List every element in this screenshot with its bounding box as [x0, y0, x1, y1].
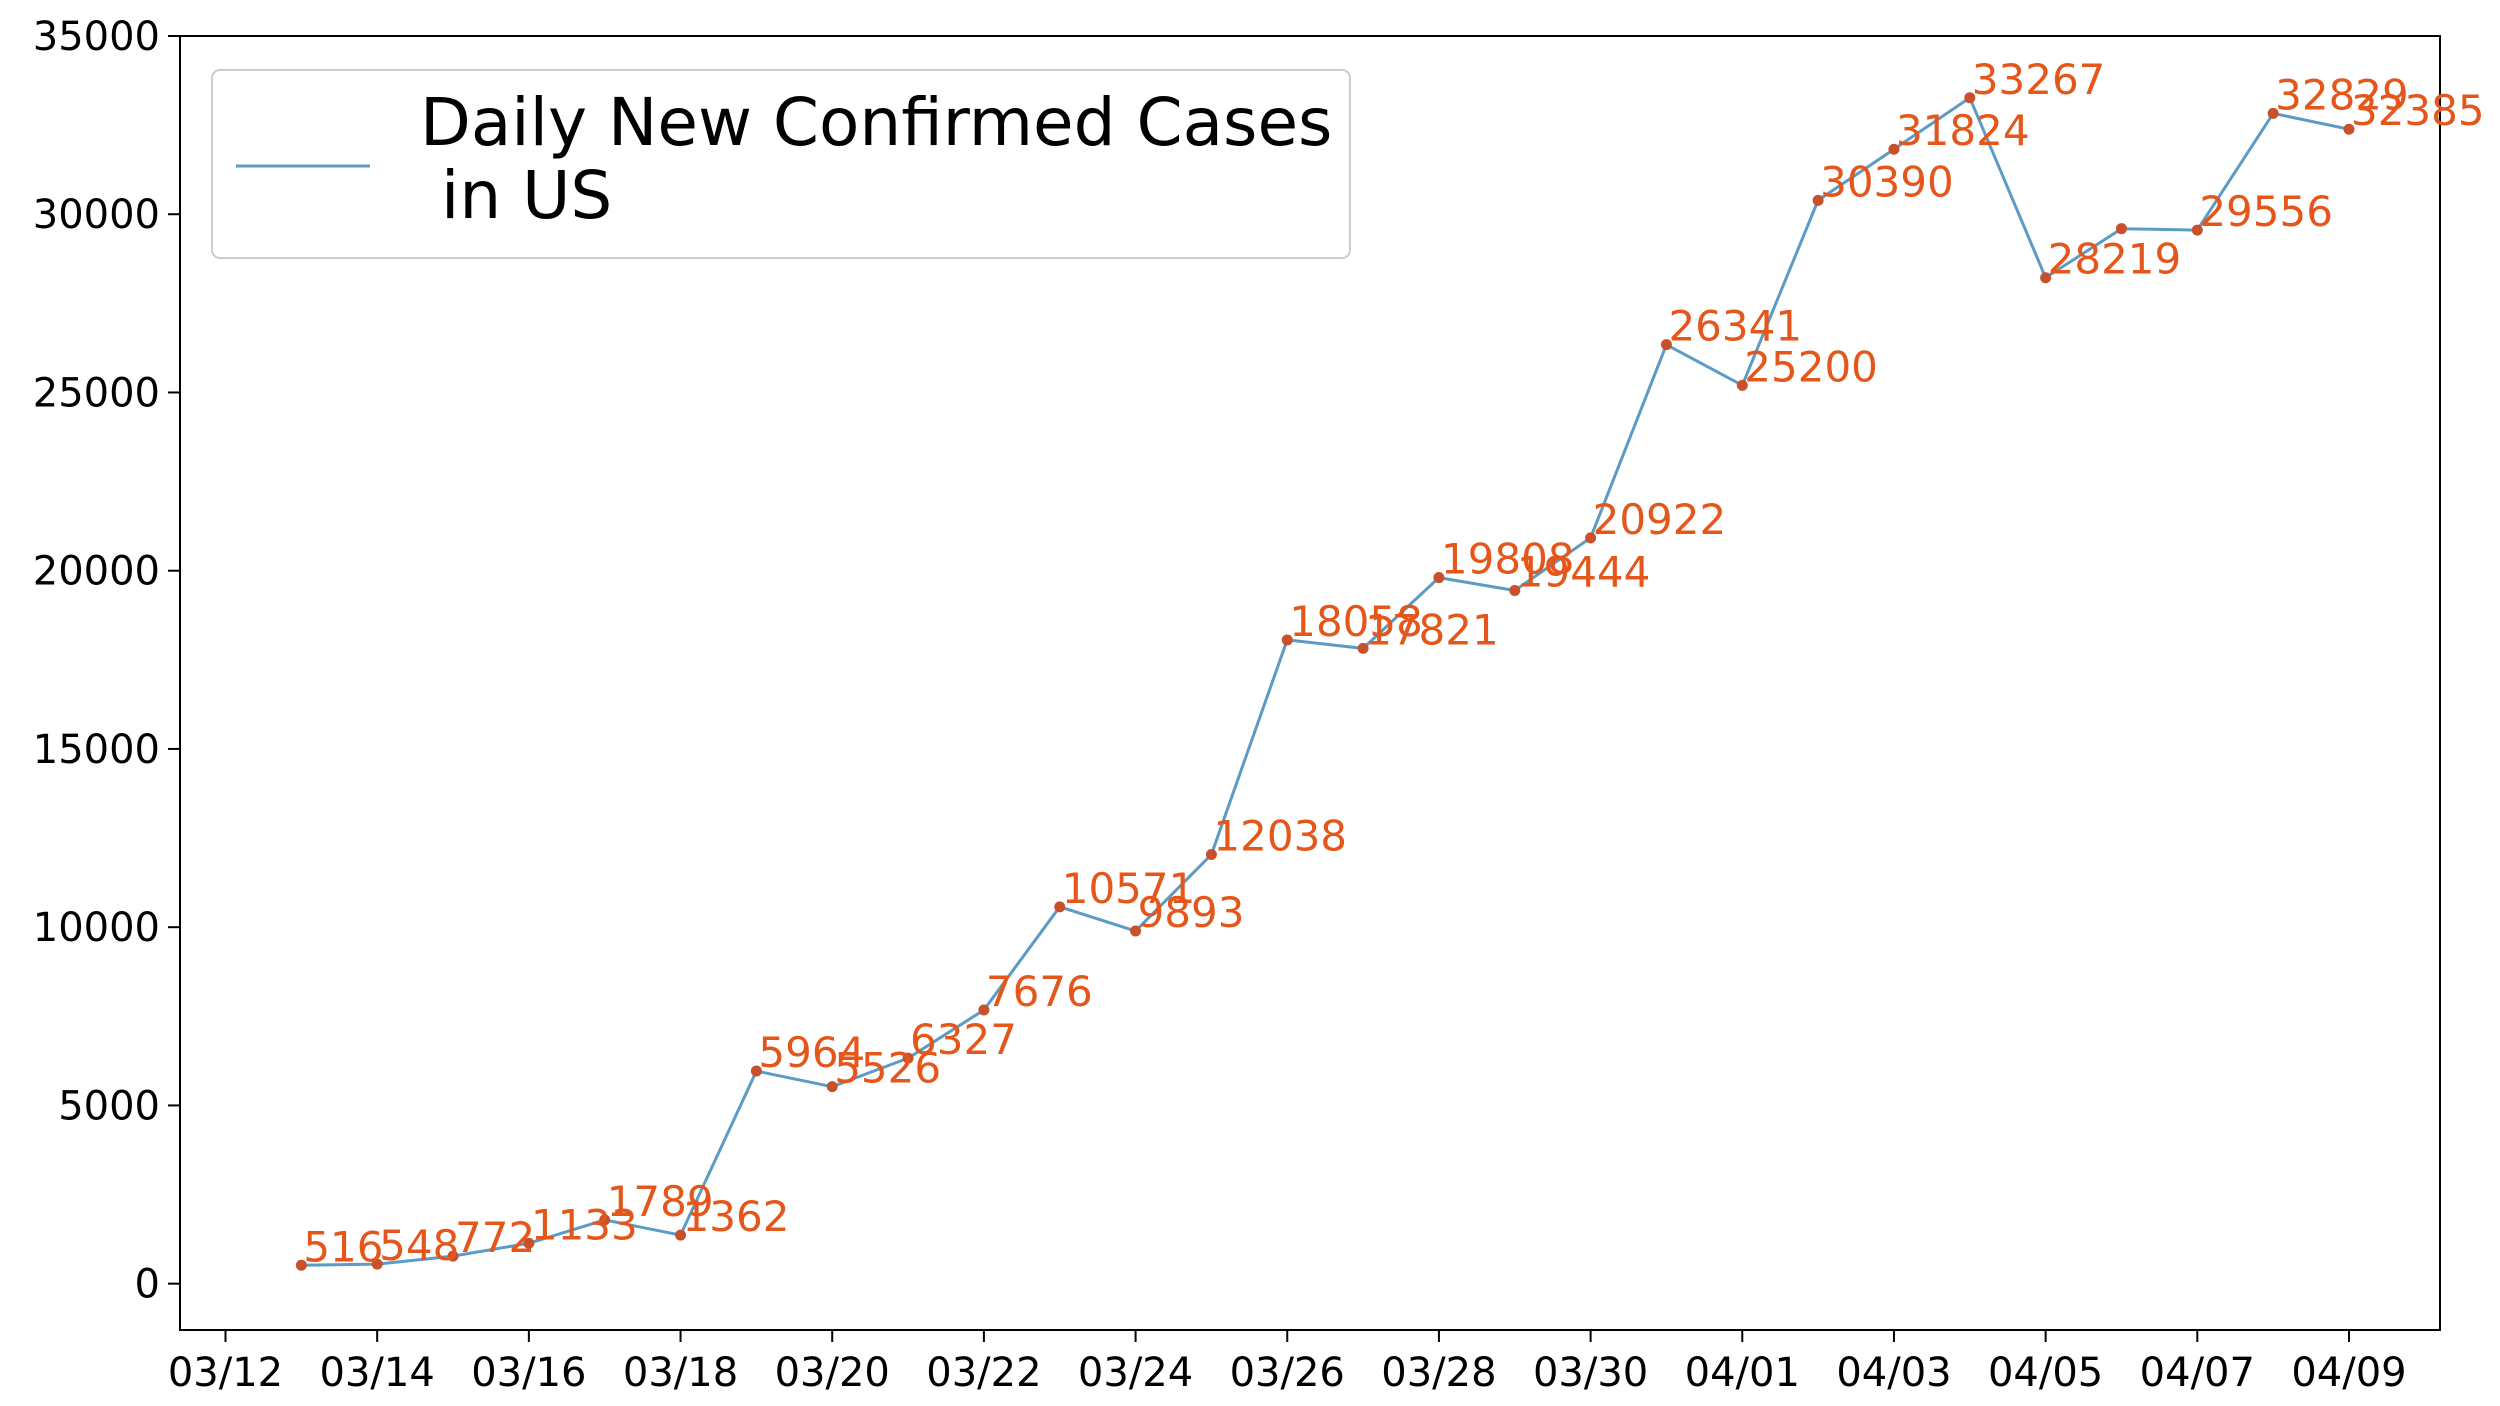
- y-tick-label: 15000: [33, 727, 160, 773]
- y-tick-label: 0: [135, 1262, 160, 1308]
- plot-area: [179, 35, 2441, 1331]
- data-point: [675, 1229, 687, 1241]
- data-label: 18058: [1289, 597, 1423, 646]
- data-label: 10571: [1062, 864, 1196, 913]
- data-label: 1789: [607, 1177, 714, 1226]
- legend-box: [211, 69, 1351, 259]
- data-point: [599, 1214, 611, 1226]
- data-label: 17821: [1365, 605, 1499, 654]
- data-point: [1888, 143, 1900, 155]
- data-point: [2267, 107, 2279, 119]
- data-label: 32829: [2275, 70, 2409, 119]
- y-tick-label: 30000: [33, 192, 160, 238]
- data-point: [1433, 572, 1445, 584]
- data-point: [1357, 642, 1369, 654]
- data-point: [1660, 339, 1672, 351]
- data-label: 20922: [1593, 495, 1727, 544]
- y-tick-label: 25000: [33, 370, 160, 416]
- data-point: [826, 1081, 838, 1093]
- data-point: [2040, 272, 2052, 284]
- x-tick-label: 03/22: [926, 1350, 1041, 1396]
- legend-label-line-2: in US: [420, 157, 612, 234]
- x-tick-label: 03/12: [168, 1350, 283, 1396]
- data-point: [750, 1065, 762, 1077]
- data-point: [1509, 585, 1521, 597]
- data-point: [2191, 224, 2203, 236]
- data-label: 516: [303, 1222, 383, 1271]
- y-tick-label: 20000: [33, 549, 160, 595]
- x-tick-label: 03/14: [320, 1350, 435, 1396]
- data-label: 12038: [1213, 812, 1347, 861]
- y-tick-label: 10000: [33, 905, 160, 951]
- data-point: [523, 1237, 535, 1249]
- data-label: 772: [455, 1213, 535, 1262]
- data-point: [1736, 379, 1748, 391]
- data-point: [295, 1259, 307, 1271]
- x-tick-label: 03/26: [1230, 1350, 1345, 1396]
- data-label: 19444: [1517, 548, 1651, 597]
- data-point: [1205, 849, 1217, 861]
- x-tick-label: 03/30: [1533, 1350, 1648, 1396]
- data-label: 6327: [910, 1015, 1017, 1064]
- data-label: 33267: [1972, 55, 2106, 104]
- x-tick-label: 03/28: [1381, 1350, 1496, 1396]
- data-label: 5964: [758, 1028, 865, 1077]
- data-label: 5526: [834, 1044, 941, 1093]
- y-tick-label: 5000: [58, 1083, 160, 1129]
- series-line: [301, 95, 2350, 1267]
- data-markers: [295, 92, 2355, 1271]
- y-axis: 0 5000 10000 15000 20000 25000 30000 35000: [33, 14, 180, 1308]
- x-tick-label: 03/18: [623, 1350, 738, 1396]
- data-point: [902, 1052, 914, 1064]
- x-tick-label: 04/01: [1685, 1350, 1800, 1396]
- data-label: 30390: [1820, 157, 1954, 206]
- data-label: 19808: [1441, 535, 1575, 584]
- data-point: [1964, 92, 1976, 104]
- x-tick-label: 04/07: [2140, 1350, 2255, 1396]
- data-label: 29556: [2199, 187, 2333, 236]
- data-point: [2343, 123, 2355, 135]
- legend: Daily New Confirmed Cases in US: [211, 69, 1351, 259]
- data-label: 28219: [2048, 235, 2182, 284]
- data-label: 1133: [531, 1200, 638, 1249]
- data-point: [371, 1258, 383, 1270]
- x-tick-label: 03/20: [775, 1350, 890, 1396]
- data-point: [1130, 925, 1142, 937]
- data-label: 32385: [2351, 86, 2485, 135]
- data-label: 26341: [1668, 302, 1802, 351]
- x-tick-label: 04/05: [1988, 1350, 2103, 1396]
- data-label: 25200: [1744, 342, 1878, 391]
- data-label: 548: [379, 1221, 459, 1270]
- x-axis: 03/12 03/14 03/16 03/18 03/20 03/22 03/24 03/26…: [168, 1330, 2407, 1396]
- data-label: 1362: [683, 1192, 790, 1241]
- y-tick-label: 35000: [33, 14, 160, 60]
- data-point: [1054, 901, 1066, 913]
- x-tick-label: 03/24: [1078, 1350, 1193, 1396]
- data-label: 7676: [986, 967, 1093, 1016]
- series-group: [301, 95, 2350, 1267]
- x-tick-label: 04/03: [1836, 1350, 1951, 1396]
- x-tick-label: 04/09: [2291, 1350, 2406, 1396]
- x-tick-label: 03/16: [471, 1350, 586, 1396]
- data-point: [978, 1004, 990, 1016]
- data-point: [1812, 194, 1824, 206]
- data-point: [1281, 634, 1293, 646]
- legend-label-line-1: Daily New Confirmed Cases: [420, 84, 1332, 161]
- data-point: [2115, 223, 2127, 235]
- data-label: 9893: [1138, 888, 1245, 937]
- data-label: 31824: [1896, 106, 2030, 155]
- data-point: [447, 1250, 459, 1262]
- data-point: [1585, 532, 1597, 544]
